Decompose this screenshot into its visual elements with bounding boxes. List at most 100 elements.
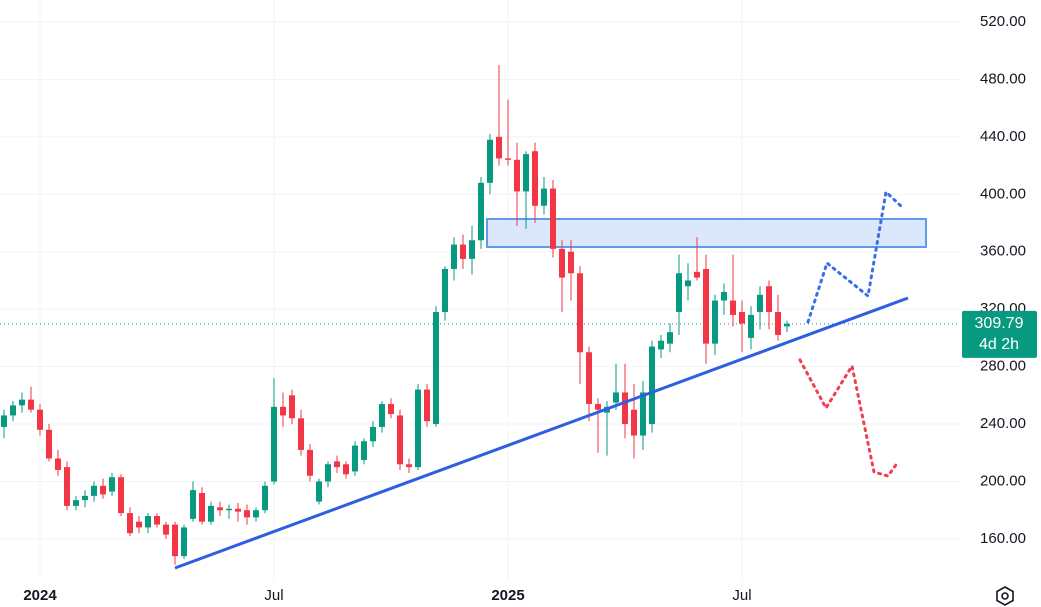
candle-body — [343, 464, 349, 475]
candle-body — [262, 485, 268, 511]
candle-body — [631, 409, 637, 436]
candle-body — [397, 415, 403, 465]
candle-body — [685, 280, 691, 287]
candle-body — [37, 409, 43, 430]
candle-body — [127, 513, 133, 534]
candle-body — [775, 312, 781, 336]
candle-body — [118, 477, 124, 514]
candle-body — [316, 481, 322, 502]
candle-body — [676, 273, 682, 313]
y-tick-label: 400.00 — [980, 185, 1026, 202]
candle-body — [19, 399, 25, 406]
settings-icon[interactable] — [996, 586, 1014, 606]
candle-body — [622, 392, 628, 425]
candle-body — [271, 406, 277, 482]
candle-body — [145, 515, 151, 528]
candle-body — [766, 286, 772, 313]
bull-path — [806, 189, 904, 324]
candle-body — [289, 395, 295, 419]
y-tick-label: 280.00 — [980, 358, 1026, 375]
candle-body — [109, 477, 115, 492]
candle-body — [280, 406, 286, 416]
candle-body — [10, 405, 16, 416]
candle-body — [370, 426, 376, 442]
candle-body — [235, 508, 241, 512]
y-tick-label: 520.00 — [980, 13, 1026, 30]
candle-body — [649, 346, 655, 425]
candle-body — [514, 159, 520, 192]
settings-hexagon — [996, 586, 1014, 606]
candle-body — [748, 314, 754, 338]
candle-body — [721, 291, 727, 301]
candle-body — [415, 389, 421, 468]
candle-body — [388, 403, 394, 414]
candle-body — [424, 389, 430, 422]
candle-body — [46, 429, 52, 459]
candle-body — [469, 240, 475, 259]
candle-body — [442, 268, 448, 313]
candle-body — [307, 449, 313, 476]
candle-body — [298, 418, 304, 450]
candle-body — [1, 415, 7, 427]
candle-body — [541, 188, 547, 206]
candle-body — [208, 505, 214, 522]
candle-body — [613, 392, 619, 403]
candle-body — [523, 154, 529, 192]
zone-box — [486, 218, 927, 248]
candle-body — [91, 485, 97, 496]
countdown-label: 4d 2h — [979, 336, 1019, 353]
candle-body — [226, 508, 232, 511]
candle-body — [199, 492, 205, 522]
x-tick-label: Jul — [732, 587, 751, 604]
candle-body — [55, 458, 61, 471]
x-tick-label: 2025 — [491, 587, 524, 604]
candle-body — [172, 524, 178, 557]
candle-body — [28, 399, 34, 410]
candle-body — [703, 268, 709, 344]
candle-body — [694, 271, 700, 278]
candle-body — [568, 251, 574, 274]
candle-body — [190, 490, 196, 519]
candle-body — [352, 445, 358, 472]
price-tag — [962, 310, 1037, 358]
y-tick-label: 480.00 — [980, 70, 1026, 87]
candle-body — [586, 352, 592, 404]
candle-body — [784, 323, 790, 327]
candle-body — [640, 392, 646, 436]
candle-body — [361, 441, 367, 460]
candle-body — [451, 244, 457, 269]
candle-body — [739, 312, 745, 324]
y-tick-label: 160.00 — [980, 530, 1026, 547]
candle-body — [325, 464, 331, 482]
candle-body — [550, 188, 556, 249]
axis: 160.00200.00240.00280.00320.00360.00400.… — [23, 13, 1037, 604]
candle-body — [73, 500, 79, 506]
candle-body — [181, 527, 187, 557]
x-tick-label: Jul — [264, 587, 283, 604]
candle-body — [730, 300, 736, 315]
candle-body — [154, 515, 160, 525]
candle-body — [667, 332, 673, 344]
candle-body — [532, 151, 538, 206]
candles — [1, 65, 790, 565]
y-tick-label: 200.00 — [980, 472, 1026, 489]
candle-body — [406, 464, 412, 468]
candle-body — [217, 507, 223, 511]
candle-body — [577, 273, 583, 353]
candle-body — [496, 136, 502, 159]
candle-body — [757, 294, 763, 313]
candle-body — [505, 158, 511, 160]
candle-body — [163, 524, 169, 535]
candle-body — [658, 340, 664, 350]
candle-body — [136, 521, 142, 528]
candle-body — [334, 461, 340, 468]
x-tick-label: 2024 — [23, 587, 57, 604]
candle-body — [460, 244, 466, 259]
candle-body — [595, 403, 601, 410]
grid — [0, 0, 960, 580]
y-tick-label: 360.00 — [980, 243, 1026, 260]
candle-body — [478, 182, 484, 241]
bear-path — [798, 358, 900, 478]
candle-body — [244, 510, 250, 518]
